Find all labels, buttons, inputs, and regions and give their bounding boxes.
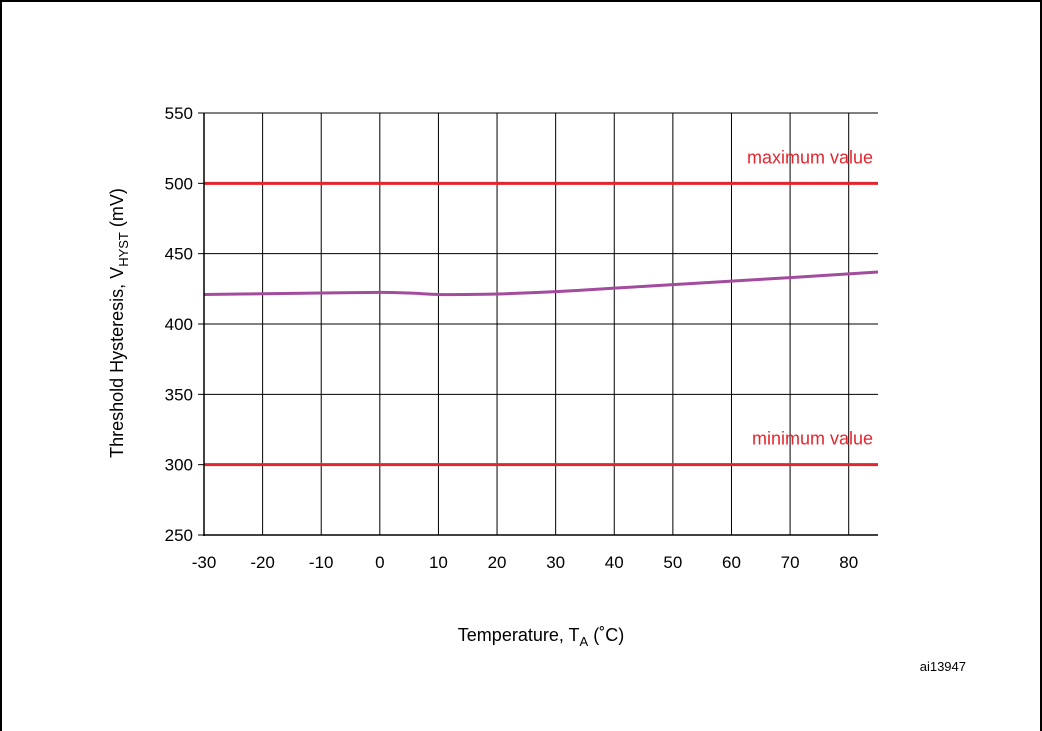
x-tick-label: 40 <box>605 553 624 572</box>
x-tick-label: 10 <box>429 553 448 572</box>
x-tick-label: 70 <box>781 553 800 572</box>
tick-labels: -30 -20 -10 0 10 20 30 40 50 60 70 80 250 300 350 400 45… <box>165 104 859 572</box>
y-tick-label: 300 <box>165 456 193 475</box>
y-tick-label: 400 <box>165 315 193 334</box>
y-tick-label: 350 <box>165 385 193 404</box>
y-tick-label: 250 <box>165 526 193 545</box>
x-tick-label: -30 <box>192 553 217 572</box>
y-tick-label: 550 <box>165 104 193 123</box>
x-tick-label: 60 <box>722 553 741 572</box>
x-tick-label: 50 <box>663 553 682 572</box>
chart-axes <box>198 112 878 536</box>
series-line <box>203 270 879 297</box>
x-tick-label: 30 <box>546 553 565 572</box>
reference-line-label: minimum value <box>752 429 873 449</box>
x-tick-label: -20 <box>250 553 275 572</box>
y-axis-label: Threshold Hysteresis, VHYST (mV) <box>107 188 131 458</box>
x-axis-label: Temperature, TA (˚C) <box>458 625 624 649</box>
x-tick-label: -10 <box>309 553 334 572</box>
data-series <box>203 270 879 297</box>
x-tick-label: 0 <box>375 553 384 572</box>
y-tick-label: 450 <box>165 245 193 264</box>
chart-grid <box>203 112 878 536</box>
y-tick-label: 500 <box>165 174 193 193</box>
figure-id: ai13947 <box>920 659 966 674</box>
reference-lines: maximum value minimum value <box>204 147 878 467</box>
reference-line-label: maximum value <box>747 147 873 167</box>
x-tick-label: 20 <box>488 553 507 572</box>
x-tick-label: 80 <box>839 553 858 572</box>
